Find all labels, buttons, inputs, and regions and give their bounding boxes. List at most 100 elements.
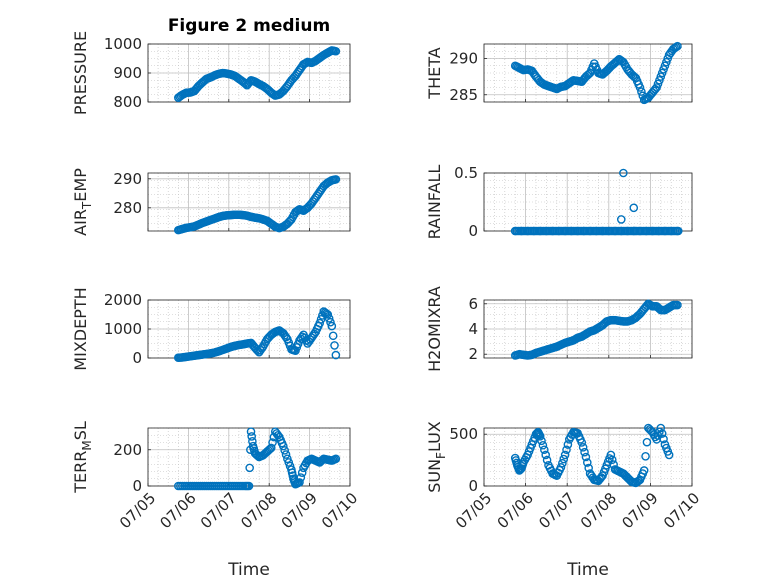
subplot-1: 800 900 1000 PRESSURE Figure 2 medium <box>71 16 351 115</box>
data-point <box>656 423 666 433</box>
data-point <box>630 72 639 82</box>
data-point <box>635 83 645 92</box>
y-tick-label: 0 <box>132 477 142 495</box>
data-point <box>331 175 341 184</box>
data-point <box>558 458 567 468</box>
data-point <box>324 314 334 323</box>
subplot-4: 0 0.5 RAINFALL <box>425 164 693 240</box>
y-tick-label: 285 <box>449 86 478 104</box>
data-point <box>245 463 254 473</box>
data-point <box>613 56 623 65</box>
data-point <box>541 450 551 460</box>
data-point <box>330 341 339 350</box>
y-tick-label: 290 <box>449 50 478 68</box>
data-point <box>281 450 291 459</box>
data-point <box>244 481 254 491</box>
data-point <box>268 438 277 447</box>
data-point <box>264 446 273 455</box>
data-point <box>637 87 646 96</box>
data-point <box>323 310 333 319</box>
y-tick-label: 6 <box>468 295 478 313</box>
data-point <box>645 425 655 434</box>
y-tick-label: 900 <box>113 64 142 82</box>
y-axis-label: AIRTEMP <box>71 168 94 236</box>
data-point <box>563 440 573 449</box>
data-point <box>279 441 288 451</box>
y-tick-label: 2 <box>468 345 478 363</box>
y-axis-label: MIXDEPTH <box>71 287 90 370</box>
data-point <box>664 450 674 460</box>
y-axis-label: TERRMSL <box>71 421 94 494</box>
data-point <box>315 318 325 328</box>
chart-title: Figure 2 medium <box>168 16 330 36</box>
data-point <box>280 446 289 455</box>
data-point <box>607 455 617 465</box>
y-tick-label: 0.5 <box>454 164 478 182</box>
subplot-5: 0 1000 2000 MIXDEPTH <box>71 287 351 371</box>
data-point <box>619 168 628 178</box>
data-point <box>537 436 546 446</box>
y-axis-label: SUNFLUX <box>425 421 448 493</box>
data-point <box>673 226 683 236</box>
data-point <box>310 329 319 339</box>
data-point <box>673 300 682 310</box>
y-tick-label: 200 <box>113 441 142 459</box>
data-point <box>671 42 681 52</box>
y-tick-label: 0 <box>132 349 142 367</box>
data-point <box>578 443 588 452</box>
y-tick-label: 800 <box>113 93 142 111</box>
data-point <box>584 69 593 79</box>
data-point <box>659 434 668 444</box>
data-point <box>577 438 587 447</box>
y-tick-label: 0 <box>468 222 478 240</box>
y-axis-label: RAINFALL <box>425 165 444 240</box>
y-tick-label: 290 <box>113 170 142 188</box>
data-point <box>673 41 682 51</box>
data-point <box>326 317 335 327</box>
y-tick-label: 1000 <box>104 320 142 338</box>
data-point <box>297 468 307 478</box>
axes-box <box>483 43 693 103</box>
data-point <box>257 344 267 353</box>
data-point <box>540 445 549 455</box>
data-point <box>542 455 552 465</box>
x-axis-label: Time <box>227 560 270 580</box>
data-point <box>331 454 341 464</box>
data-point <box>322 309 331 318</box>
axes-box <box>483 427 693 487</box>
data-point <box>327 321 337 331</box>
subplot-2: 285 290 THETA <box>425 41 693 105</box>
data-point <box>606 450 616 460</box>
data-point <box>641 452 650 461</box>
data-point <box>535 431 545 441</box>
data-point <box>295 478 304 487</box>
y-axis-label: PRESSURE <box>71 31 90 115</box>
y-tick-label: 0 <box>468 477 478 495</box>
subplot-3: 280 290 AIRTEMP <box>71 168 351 236</box>
data-point <box>584 463 593 473</box>
data-point <box>266 443 276 453</box>
y-axis-label: H2OMIXRA <box>425 286 444 372</box>
data-point <box>247 432 256 441</box>
data-point <box>642 437 652 447</box>
data-point <box>556 463 566 472</box>
data-point <box>538 440 548 450</box>
data-point <box>331 350 341 360</box>
y-tick-label: 2000 <box>104 291 142 309</box>
subplot-6: 2 4 6 H2OMIXRA <box>425 286 693 372</box>
axes-box <box>147 172 351 232</box>
y-tick-label: 500 <box>449 425 478 443</box>
data-point <box>657 429 667 438</box>
data-point <box>328 331 338 341</box>
y-tick-label: 4 <box>468 320 478 338</box>
data-point <box>246 427 256 436</box>
x-axis-label: Time <box>566 560 609 580</box>
data-point <box>560 450 570 460</box>
data-point <box>331 46 341 56</box>
data-point <box>580 447 589 457</box>
data-point <box>629 203 639 213</box>
data-point <box>296 473 306 482</box>
data-point <box>639 466 649 475</box>
y-tick-label: 1000 <box>104 35 142 53</box>
